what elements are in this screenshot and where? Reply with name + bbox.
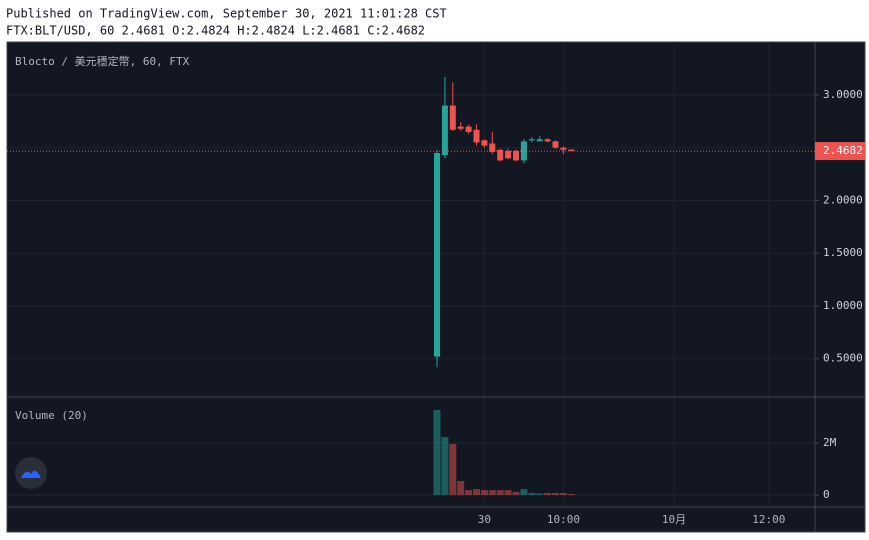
volume-bar xyxy=(504,490,512,496)
candle-body xyxy=(544,139,551,142)
candle-body xyxy=(568,149,575,152)
candle-body xyxy=(552,141,559,148)
volume-bar xyxy=(536,493,544,496)
y-tick-label: 1.0000 xyxy=(823,299,863,312)
candle-body xyxy=(560,147,567,150)
candle-body xyxy=(505,150,512,159)
candle-body xyxy=(528,139,535,141)
volume-bar xyxy=(488,490,496,496)
volume-bar xyxy=(480,490,488,496)
published-line: Published on TradingView.com, September … xyxy=(6,7,447,21)
y-tick-label: 1.5000 xyxy=(823,246,863,259)
volume-bar xyxy=(520,489,528,496)
candle-body xyxy=(497,149,504,161)
volume-bar xyxy=(449,444,457,496)
volume-bar xyxy=(512,491,520,496)
candle-body xyxy=(449,105,456,130)
volume-bar xyxy=(473,489,480,496)
volume-bar xyxy=(441,437,449,496)
y-tick-label: 0 xyxy=(823,488,830,501)
symbol-legend: Blocto / 美元穩定幣, 60, FTX xyxy=(15,54,190,68)
last-price-label: 2.4682 xyxy=(823,144,863,157)
candle-body xyxy=(441,105,448,156)
symbol-line: FTX:BLT/USD, 60 2.4681 O:2.4824 H:2.4824… xyxy=(6,24,425,38)
x-tick-label: 12:00 xyxy=(752,513,785,526)
candle-body xyxy=(465,126,472,132)
y-tick-label: 2M xyxy=(823,436,837,449)
volume-bar xyxy=(544,492,552,496)
volume-bar xyxy=(559,492,567,496)
y-tick-label: 3.0000 xyxy=(823,88,863,101)
candle-body xyxy=(481,140,488,146)
y-tick-label: 2.0000 xyxy=(823,193,863,206)
volume-legend: Volume (20) xyxy=(15,409,88,422)
y-tick-label: 0.5000 xyxy=(823,352,863,365)
candle-body xyxy=(473,129,480,143)
volume-bar xyxy=(496,490,504,496)
x-tick-label: 30 xyxy=(478,513,491,526)
volume-bar xyxy=(457,480,465,496)
x-tick-label: 10月 xyxy=(662,513,686,526)
candle-body xyxy=(513,150,519,161)
volume-bar xyxy=(552,492,559,496)
candle-body xyxy=(536,139,543,142)
candle-body xyxy=(489,143,496,152)
candle-body xyxy=(434,152,440,357)
x-tick-label: 10:00 xyxy=(547,513,580,526)
logo[interactable] xyxy=(15,457,47,489)
logo-icon xyxy=(21,470,41,478)
candle-body xyxy=(457,126,464,129)
last-price-tag xyxy=(815,142,865,161)
volume-bar xyxy=(433,410,441,496)
volume-bar xyxy=(465,490,473,496)
grid xyxy=(7,42,815,507)
volume-bar xyxy=(567,493,575,496)
volume-bar xyxy=(528,492,536,496)
